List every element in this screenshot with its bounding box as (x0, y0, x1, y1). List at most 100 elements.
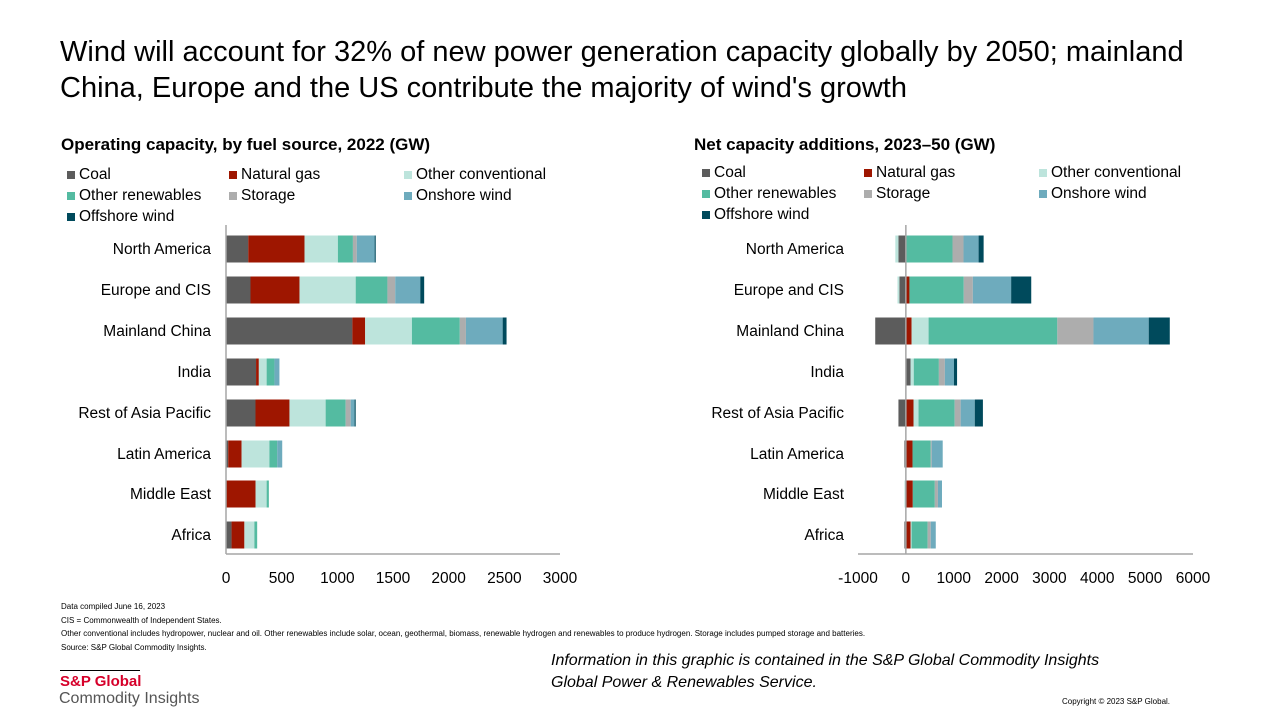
legend-item: Storage (229, 186, 404, 206)
bar-segment-other-conventional (910, 521, 912, 549)
logo-subtitle: Commodity Insights (59, 690, 200, 707)
bar-segment-other-conventional (289, 399, 326, 427)
legend-label: Offshore wind (714, 206, 810, 223)
x-tick-label: 3000 (543, 570, 578, 587)
bar-segment-natural-gas (248, 235, 305, 263)
legend-item: Natural gas (864, 163, 1039, 183)
bar-segment-other-conventional (895, 235, 899, 263)
x-tick-label: 2500 (487, 570, 522, 587)
bar-segment-coal (898, 235, 906, 263)
x-tick-label: 6000 (1176, 570, 1211, 587)
legend-item: Other renewables (67, 186, 229, 206)
bar-segment-onshore-wind (963, 235, 979, 263)
bar-segment-offshore-wind (502, 317, 507, 345)
category-label: North America (113, 241, 212, 258)
bar-segment-storage (930, 440, 932, 468)
category-label: Rest of Asia Pacific (711, 405, 844, 422)
legend-swatch (67, 192, 75, 200)
x-tick-label: 0 (902, 570, 911, 587)
category-label: Middle East (130, 486, 212, 503)
logo: S&P Global (60, 673, 142, 690)
legend-swatch (702, 169, 710, 177)
bar-segment-offshore-wind (978, 235, 984, 263)
legend-label: Other conventional (416, 166, 547, 183)
bar-segment-other-conventional (911, 317, 929, 345)
bar-segment-onshore-wind (931, 440, 943, 468)
legend-label: Coal (79, 166, 111, 183)
legend-swatch (67, 171, 75, 179)
bar-segment-offshore-wind (974, 399, 983, 427)
legend-item: Other conventional (1039, 163, 1209, 183)
info-line: Information in this graphic is contained… (551, 652, 1100, 669)
bar-segment-onshore-wind (274, 358, 280, 386)
bar-segment-other-renewables (411, 317, 460, 345)
category-label: Mainland China (103, 323, 211, 340)
category-label: North America (746, 241, 845, 258)
bar-segment-storage (459, 317, 466, 345)
bar-segment-other-conventional (255, 480, 267, 508)
chart-title-left: Operating capacity, by fuel source, 2022… (61, 135, 431, 154)
bar-segment-other-conventional (244, 521, 255, 549)
bar-segment-onshore-wind (944, 358, 954, 386)
legend-right: Coal Natural gas Other conventional Other r… (702, 163, 1209, 225)
info-text: Information in this graphic is contained… (551, 650, 1099, 694)
bar-segment-other-renewables (266, 358, 275, 386)
bar-segment-other-renewables (254, 521, 258, 549)
category-label: Latin America (117, 446, 211, 463)
bar-segment-onshore-wind (960, 399, 975, 427)
x-tick-label: 0 (222, 570, 231, 587)
legend-swatch (1039, 169, 1047, 177)
category-label: Latin America (750, 446, 844, 463)
note: Other conventional includes hydropower, … (61, 629, 866, 638)
bar-segment-coal (226, 440, 229, 468)
category-label: Rest of Asia Pacific (78, 405, 211, 422)
legend-swatch (864, 190, 872, 198)
bar-segment-other-conventional (304, 235, 338, 263)
bar-segment-offshore-wind (953, 358, 958, 386)
note: Data compiled June 16, 2023 (61, 602, 166, 611)
category-label: Europe and CIS (734, 282, 844, 299)
bar-segment-onshore-wind (277, 440, 283, 468)
x-tick-label: 3000 (1032, 570, 1067, 587)
category-label: Africa (804, 527, 844, 544)
legend-item: Other renewables (702, 184, 864, 204)
bar-segment-other-conventional (910, 358, 914, 386)
bar-segment-coal (226, 399, 256, 427)
category-label: India (810, 364, 844, 381)
legend-label: Natural gas (876, 164, 956, 181)
x-tick-label: 2000 (984, 570, 1019, 587)
bar-segment-coal (905, 358, 911, 386)
category-label: Middle East (763, 486, 845, 503)
category-label: India (177, 364, 211, 381)
legend-label: Storage (876, 185, 931, 202)
legend-label: Natural gas (241, 166, 321, 183)
x-tick-label: 500 (269, 570, 295, 587)
legend-swatch (702, 211, 710, 219)
legend-label: Storage (241, 187, 296, 204)
copyright: Copyright © 2023 S&P Global. (1062, 697, 1171, 706)
bar-segment-onshore-wind (395, 276, 421, 304)
legend-label: Other renewables (714, 185, 837, 202)
bar-segment-natural-gas (256, 358, 259, 386)
bar-segment-natural-gas (905, 480, 913, 508)
x-tick-label: 1500 (376, 570, 411, 587)
bar-segment-storage (954, 399, 961, 427)
legend-item: Coal (67, 165, 229, 185)
x-tick-label: 2000 (431, 570, 466, 587)
bar-segment-other-renewables (909, 276, 964, 304)
legend-label: Onshore wind (1051, 185, 1147, 202)
bar-segment-storage (934, 480, 938, 508)
info-line: Global Power & Renewables Service. (551, 674, 817, 691)
bar-segment-coal (226, 276, 251, 304)
bar-segment-natural-gas (905, 399, 914, 427)
legend-item: Other conventional (404, 165, 574, 185)
bar-segment-other-conventional (897, 276, 900, 304)
bar-segment-storage (352, 235, 357, 263)
legend-swatch (404, 171, 412, 179)
bar-segment-coal (226, 521, 232, 549)
legend-item: Storage (864, 184, 1039, 204)
x-tick-label: 1000 (320, 570, 355, 587)
legend-swatch (229, 192, 237, 200)
legend-item: Natural gas (229, 165, 404, 185)
